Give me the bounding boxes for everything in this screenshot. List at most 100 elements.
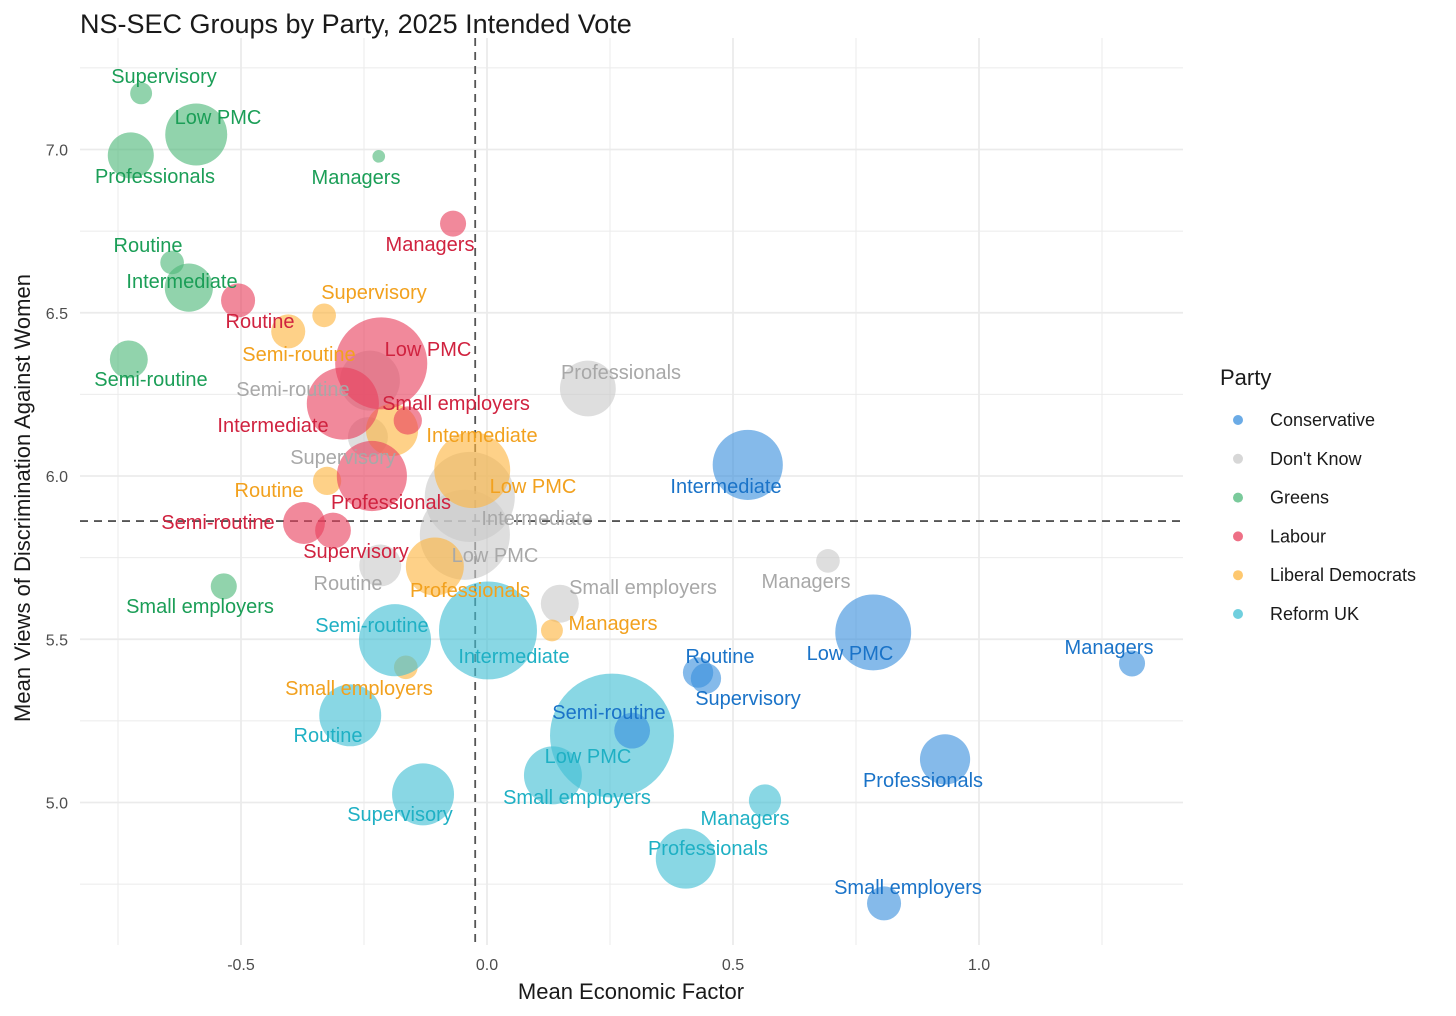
point-label: Intermediate	[426, 425, 537, 447]
legend-label: Labour	[1270, 526, 1326, 546]
point-label: Routine	[114, 235, 183, 257]
point-labels: Intermediate Low PMC Managers Routine Superv…	[94, 66, 1153, 899]
point-label: Managers	[762, 571, 851, 593]
point-label: Professionals	[648, 838, 768, 860]
y-tick-label: 6.0	[46, 469, 68, 486]
point-label: Professionals	[863, 770, 983, 792]
point-label: Low PMC	[545, 746, 632, 768]
point-label: Supervisory	[321, 282, 427, 304]
point-label: Professionals	[95, 166, 215, 188]
legend-swatch	[1233, 415, 1243, 425]
point-label: Small employers	[834, 877, 982, 899]
data-point	[393, 406, 422, 435]
data-point	[867, 886, 902, 921]
data-point	[434, 432, 511, 509]
legend-swatch	[1233, 492, 1243, 503]
chart-title: NS-SEC Groups by Party, 2025 Intended Vo…	[80, 9, 632, 39]
point-label: Supervisory	[695, 688, 801, 710]
data-point	[540, 619, 563, 642]
point-label: Managers	[701, 808, 790, 830]
point-label: Supervisory	[303, 541, 409, 563]
point-label: Routine	[235, 480, 304, 502]
point-label: Small employers	[382, 393, 530, 415]
y-tick-label: 6.5	[46, 306, 68, 323]
y-tick-label: 7.0	[46, 143, 68, 160]
point-label: Semi-routine	[161, 512, 274, 534]
point-label: Routine	[226, 311, 295, 333]
x-tick-label: -0.5	[227, 957, 255, 974]
data-point	[919, 734, 971, 785]
y-tick-label: 5.5	[46, 632, 68, 649]
point-label: Professionals	[410, 580, 530, 602]
legend-label: Don't Know	[1270, 449, 1362, 469]
data-point	[690, 663, 722, 694]
data-point	[438, 581, 537, 680]
data-point	[221, 283, 256, 318]
point-label: Managers	[1065, 637, 1154, 659]
gridlines	[80, 38, 1183, 945]
point-label: Intermediate	[481, 508, 592, 530]
data-point	[614, 712, 651, 749]
point-label: Low PMC	[452, 545, 539, 567]
data-point	[712, 429, 783, 500]
x-tick-label: 0.0	[476, 957, 498, 974]
data-point	[372, 150, 386, 163]
point-label: Small employers	[569, 577, 717, 599]
point-label: Managers	[569, 613, 658, 635]
data-point	[306, 367, 379, 440]
legend-swatch	[1233, 453, 1243, 464]
data-point	[655, 828, 716, 889]
point-label: Low PMC	[807, 643, 894, 665]
point-label: Small employers	[503, 787, 651, 809]
data-point	[1118, 650, 1146, 677]
point-label: Intermediate	[217, 415, 328, 437]
point-label: Intermediate	[670, 476, 781, 498]
point-label: Intermediate	[458, 646, 569, 668]
point-label: Supervisory	[290, 447, 396, 469]
data-point	[359, 544, 402, 587]
point-label: Routine	[686, 646, 755, 668]
data-point	[319, 684, 382, 747]
point-label: Professionals	[561, 362, 681, 384]
data-point	[440, 210, 467, 237]
legend-label: Reform UK	[1270, 604, 1359, 624]
data-point	[130, 82, 153, 105]
data-point	[210, 573, 237, 600]
data-point	[392, 763, 455, 826]
data-point	[816, 549, 840, 573]
data-point	[107, 132, 154, 179]
data-point	[550, 673, 674, 798]
legend: Conservative Don't Know Greens Labour Libera…	[1233, 410, 1416, 624]
point-label: Managers	[312, 167, 401, 189]
legend-label: Greens	[1270, 488, 1329, 508]
legend-swatch	[1233, 531, 1243, 542]
point-label: Low PMC	[385, 339, 472, 361]
data-point	[358, 604, 432, 677]
x-tick-label: 0.5	[722, 957, 744, 974]
legend-label: Liberal Democrats	[1270, 565, 1416, 585]
point-label: Small employers	[126, 596, 274, 618]
data-point	[164, 263, 213, 312]
x-axis-label: Mean Economic Factor	[518, 979, 744, 1004]
data-point	[315, 512, 351, 549]
legend-swatch	[1233, 570, 1243, 581]
point-label: Routine	[294, 725, 363, 747]
data-point	[312, 466, 342, 496]
data-point	[336, 440, 407, 512]
data-point	[835, 594, 912, 671]
point-label: Routine	[314, 573, 383, 595]
legend-swatch	[1233, 609, 1243, 619]
y-tick-label: 5.0	[46, 796, 68, 813]
y-axis-label: Mean Views of Discrimination Against Wom…	[10, 274, 35, 722]
point-label: Supervisory	[347, 804, 453, 826]
point-label: Semi-routine	[315, 615, 428, 637]
data-point	[405, 537, 464, 596]
point-label: Semi-routine	[242, 344, 355, 366]
x-tick-label: 1.0	[968, 957, 990, 974]
data-point	[282, 502, 325, 544]
point-label: Supervisory	[111, 66, 217, 88]
point-label: Small employers	[285, 678, 433, 700]
point-label: Low PMC	[490, 476, 577, 498]
axis-ticks: -0.5 0.0 0.5 1.0 5.0 5.5 6.0 6.5 7.0	[46, 143, 990, 975]
